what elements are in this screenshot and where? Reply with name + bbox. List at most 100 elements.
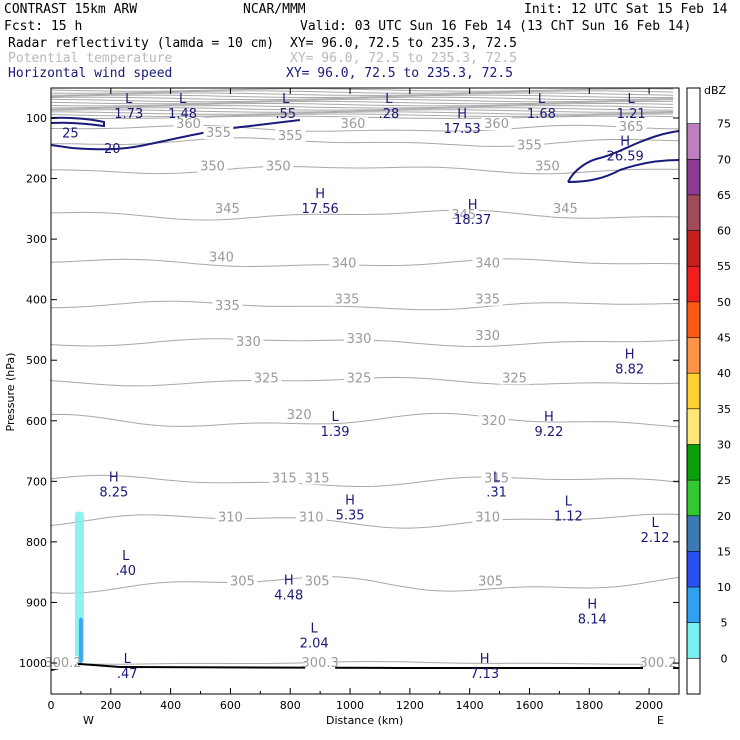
theta-label-bg bbox=[227, 574, 258, 588]
y-axis-label: Pressure (hPa) bbox=[4, 353, 17, 432]
theta-label-bg bbox=[275, 129, 306, 143]
theta-label: 360 bbox=[341, 117, 366, 132]
field-2-xy: XY= 96.0, 72.5 to 235.3, 72.5 bbox=[290, 51, 517, 66]
theta-label-bg bbox=[481, 471, 512, 485]
theta-label-bg bbox=[550, 201, 581, 215]
theta-line-upper bbox=[50, 92, 674, 96]
theta-label: 325 bbox=[254, 371, 279, 386]
theta-label: 300.3 bbox=[302, 656, 339, 671]
theta-label: 340 bbox=[475, 256, 500, 271]
y-tick-label: 800 bbox=[26, 536, 47, 549]
x-tick-label: 1600 bbox=[515, 699, 543, 712]
theta-label-bg bbox=[481, 117, 512, 131]
theta-label: 320 bbox=[287, 408, 312, 423]
theta-label: 355 bbox=[517, 138, 542, 153]
extremum-type: H bbox=[544, 410, 554, 425]
wind-extrema: L1.73L1.48L.55L.28L1.68L1.21H17.53H26.59… bbox=[99, 92, 669, 682]
theta-label-bg bbox=[305, 656, 336, 670]
theta-line-upper bbox=[50, 88, 674, 92]
colorbar-swatch bbox=[687, 266, 700, 302]
theta-label-bg bbox=[344, 332, 375, 346]
y-tick-label: 600 bbox=[26, 415, 47, 428]
east-label: E bbox=[657, 714, 664, 727]
colorbar-swatch bbox=[687, 515, 700, 552]
colorbar-swatch bbox=[687, 480, 700, 516]
colorbar-level-label: 5 bbox=[721, 617, 728, 630]
wind-contour-25 bbox=[50, 116, 105, 128]
extremum-value: 1.73 bbox=[114, 107, 143, 122]
theta-label-bg bbox=[269, 471, 300, 485]
theta-label: 300.2 bbox=[44, 656, 81, 671]
colorbar-swatch bbox=[687, 88, 700, 124]
extremum-type: H bbox=[109, 470, 119, 485]
extremum-value: 18.37 bbox=[454, 213, 491, 228]
field-1-xy: XY= 96.0, 72.5 to 235.3, 72.5 bbox=[290, 36, 517, 51]
reflectivity-cell bbox=[78, 617, 83, 663]
extremum-type: L bbox=[179, 92, 187, 107]
colorbar-level-label: 60 bbox=[717, 225, 731, 238]
init-time: Init: 12 UTC Sat 15 Feb 14 bbox=[524, 2, 728, 17]
theta-label: 305 bbox=[305, 574, 330, 589]
theta-label: 330 bbox=[236, 335, 261, 350]
theta-label: 315 bbox=[484, 471, 509, 486]
theta-label-bg bbox=[338, 117, 369, 131]
theta-label-bg bbox=[616, 120, 647, 134]
extremum-type: L bbox=[124, 652, 132, 667]
extremum-value: .28 bbox=[379, 107, 400, 122]
theta-label: 345 bbox=[451, 208, 476, 223]
extremum-value: 17.53 bbox=[444, 122, 481, 137]
colorbar-swatch bbox=[687, 373, 700, 409]
extremum-value: 26.59 bbox=[607, 149, 644, 164]
extremum-value: 7.13 bbox=[470, 667, 499, 682]
theta-label-bg bbox=[233, 335, 264, 349]
y-tick-label: 1000 bbox=[19, 657, 47, 670]
theta-label-bg bbox=[251, 371, 282, 385]
theta-line-upper bbox=[50, 100, 673, 105]
theta-label: 360 bbox=[176, 117, 201, 132]
terrain-line bbox=[50, 662, 679, 671]
theta-line-upper bbox=[50, 98, 674, 103]
extremum-value: 4.48 bbox=[274, 588, 303, 603]
theta-line bbox=[50, 209, 680, 221]
theta-label-bg bbox=[514, 138, 545, 152]
model-title: CONTRAST 15km ARW bbox=[4, 2, 137, 17]
extremum-type: L bbox=[565, 495, 573, 510]
theta-line-upper bbox=[50, 96, 674, 101]
extremum-type: L bbox=[628, 92, 636, 107]
forecast-hour: Fcst: 15 h bbox=[4, 19, 82, 34]
theta-label: 315 bbox=[305, 471, 330, 486]
extremum-value: 8.25 bbox=[99, 485, 128, 500]
extremum-type: L bbox=[493, 470, 501, 485]
theta-label: 310 bbox=[475, 511, 500, 526]
valid-time: Valid: 03 UTC Sun 16 Feb 14 (13 ChT Sun … bbox=[300, 19, 691, 34]
extremum-type: H bbox=[587, 598, 597, 613]
theta-label: 345 bbox=[215, 202, 240, 217]
theta-line-upper bbox=[50, 103, 674, 107]
theta-label-bg bbox=[212, 201, 243, 215]
theta-line-upper bbox=[50, 107, 673, 111]
x-tick-label: 1200 bbox=[396, 699, 424, 712]
extremum-value: 5.35 bbox=[336, 508, 365, 523]
extremum-type: L bbox=[282, 92, 290, 107]
theta-label-bg bbox=[173, 117, 204, 131]
theta-label-bg bbox=[215, 510, 246, 524]
extremum-value: 1.21 bbox=[617, 107, 646, 122]
x-tick-label: 1800 bbox=[575, 699, 603, 712]
field-1-name: Radar reflectivity (lamda = 10 cm) bbox=[8, 36, 274, 51]
colorbar-level-label: 75 bbox=[717, 118, 731, 131]
field-3-xy: XY= 96.0, 72.5 to 235.3, 72.5 bbox=[286, 66, 513, 81]
theta-label: 345 bbox=[553, 202, 578, 217]
theta-label-bg bbox=[475, 574, 506, 588]
extremum-type: H bbox=[620, 134, 630, 149]
extremum-type: H bbox=[284, 573, 294, 588]
theta-label: 335 bbox=[215, 299, 240, 314]
theta-label-bg bbox=[302, 574, 333, 588]
theta-label: 305 bbox=[478, 574, 503, 589]
wind-contour-label: 25 bbox=[62, 126, 79, 141]
x-tick-label: 200 bbox=[100, 699, 121, 712]
theta-line bbox=[50, 474, 680, 487]
extremum-value: 8.14 bbox=[578, 613, 607, 628]
contour-labels: 300.3 300.2 300.2 305 305 305 310 310 310 315 315 3… bbox=[44, 117, 676, 671]
colorbar-level-label: 10 bbox=[717, 581, 731, 594]
